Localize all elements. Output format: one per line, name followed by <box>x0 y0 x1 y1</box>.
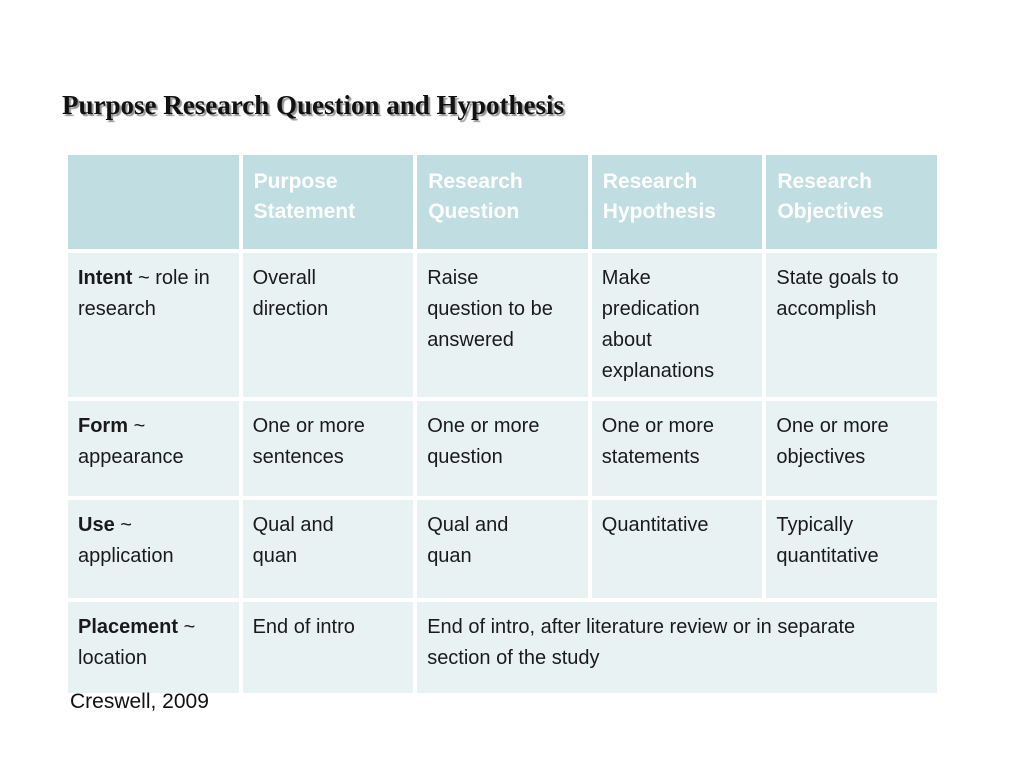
column-header-research-hypothesis: Research Hypothesis <box>591 155 763 249</box>
table-cell: State goals to accomplish <box>766 253 937 397</box>
row-term: Intent <box>78 267 133 289</box>
table-cell: Quantitative <box>591 500 763 598</box>
row-term: Placement <box>78 616 179 638</box>
table-cell: One or more statements <box>591 401 763 496</box>
row-label-intent: Intent ~ role in research <box>68 253 239 397</box>
slide-title: Purpose Research Question and Hypothesis <box>62 90 565 120</box>
row-term: Form <box>78 415 128 437</box>
row-label-use: Use ~ application <box>68 500 239 598</box>
row-term-descriptor: ~ role in research <box>78 267 210 320</box>
table-cell: Qual and quan <box>242 500 414 598</box>
row-label-form: Form ~ appearance <box>68 401 239 496</box>
column-header-purpose-statement: Purpose Statement <box>242 155 414 249</box>
row-label-placement: Placement ~ location <box>68 602 239 693</box>
table-cell: Typically quantitative <box>766 500 937 598</box>
table-cell: End of intro <box>242 602 414 693</box>
table-row-use: Use ~ application Qual and quan Qual and… <box>68 500 937 598</box>
row-term-descriptor: ~ location <box>78 616 196 669</box>
comparison-table: Purpose Statement Research Question Rese… <box>64 151 941 697</box>
table-cell: Qual and quan <box>417 500 588 598</box>
table-cell-merged: End of intro, after literature review or… <box>417 602 937 693</box>
table-cell: One or more sentences <box>242 401 414 496</box>
row-term-descriptor: ~ appearance <box>78 415 184 468</box>
table-header-row: Purpose Statement Research Question Rese… <box>68 155 937 249</box>
table-row-intent: Intent ~ role in research Overall direct… <box>68 253 937 397</box>
column-header-blank <box>68 155 239 249</box>
table-row-placement: Placement ~ location End of intro End of… <box>68 602 937 693</box>
table-cell: Raise question to be answered <box>417 253 588 397</box>
column-header-research-question: Research Question <box>417 155 588 249</box>
row-term: Use <box>78 514 115 536</box>
column-header-research-objectives: Research Objectives <box>766 155 937 249</box>
table-row-form: Form ~ appearance One or more sentences … <box>68 401 937 496</box>
row-term-descriptor: ~ application <box>78 514 174 567</box>
table-cell: Overall direction <box>242 253 414 397</box>
table-cell: One or more question <box>417 401 588 496</box>
citation: Creswell, 2009 <box>70 690 209 713</box>
table-cell: One or more objectives <box>766 401 937 496</box>
table-cell: Make predication about explanations <box>591 253 763 397</box>
